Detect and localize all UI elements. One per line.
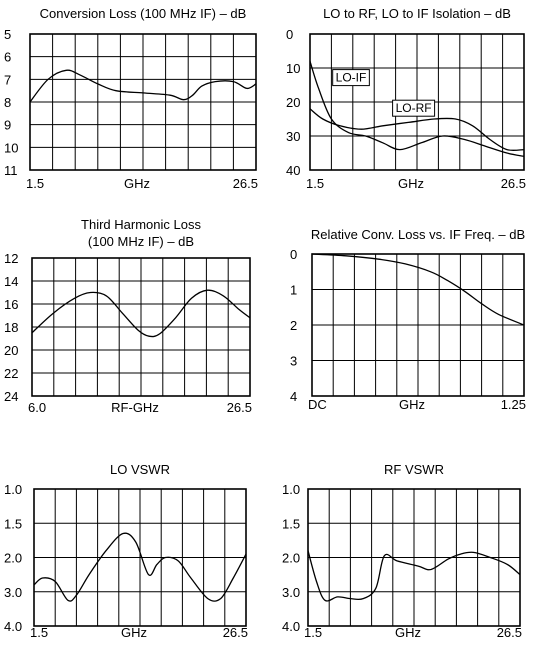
- y-tick-label: 3: [290, 354, 297, 369]
- annotation-label: LO-RF: [396, 101, 432, 115]
- x-axis-label: GHz: [395, 625, 421, 640]
- y-tick-label: 30: [286, 129, 300, 144]
- y-tick-label: 2: [290, 318, 297, 333]
- y-tick-label: 11: [4, 163, 18, 178]
- y-tick-label: 8: [4, 95, 11, 110]
- y-tick-label: 4: [290, 389, 297, 404]
- chart-title: Third Harmonic Loss: [81, 217, 201, 232]
- chart-conv_loss: Conversion Loss (100 MHz IF) – dB 5 6 7 8 9 10…: [4, 6, 258, 191]
- y-tick-label: 3.0: [282, 585, 300, 600]
- series-line-0: [307, 550, 521, 602]
- y-tick-label: 10: [286, 61, 300, 76]
- x-tick-label: 26.5: [223, 625, 248, 640]
- y-tick-label: 12: [4, 251, 18, 266]
- series-line-0: [33, 532, 247, 602]
- x-tick-label: DC: [308, 397, 327, 412]
- chart-lo_vswr: LO VSWR 1.0 1.5 2.0 3.0 4.0 1.5 26.5 GHz: [4, 462, 248, 640]
- chart-title: LO to RF, LO to IF Isolation – dB: [323, 6, 511, 21]
- annotation-box: [392, 99, 436, 117]
- y-tick-label: 2.0: [4, 551, 22, 566]
- x-tick-label: 26.5: [233, 176, 258, 191]
- chart-title: Conversion Loss (100 MHz IF) – dB: [40, 6, 247, 21]
- y-tick-label: 9: [4, 118, 11, 133]
- x-tick-label: 26.5: [497, 625, 522, 640]
- x-axis-label: RF-GHz: [111, 400, 159, 415]
- x-axis-label: GHz: [399, 397, 425, 412]
- y-tick-label: 10: [4, 140, 18, 155]
- chart-third_harm: Third Harmonic Loss (100 MHz IF) – dB 12 14…: [4, 217, 252, 415]
- y-tick-label: 1.0: [4, 482, 22, 497]
- y-tick-label: 1.5: [282, 516, 300, 531]
- y-tick-label: 20: [4, 343, 18, 358]
- x-tick-label: 1.5: [304, 625, 322, 640]
- x-axis-label: GHz: [121, 625, 147, 640]
- y-tick-label: 3.0: [4, 585, 22, 600]
- x-tick-label: 1.25: [501, 397, 526, 412]
- annotation-label: LO-IF: [336, 71, 367, 85]
- x-tick-label: 6.0: [28, 400, 46, 415]
- series-line-lo-if: [309, 61, 525, 158]
- x-axis-label: GHz: [398, 176, 424, 191]
- x-tick-label: 1.5: [306, 176, 324, 191]
- chart-title: RF VSWR: [384, 462, 444, 477]
- chart-title: LO VSWR: [110, 462, 170, 477]
- y-tick-label: 1.5: [4, 516, 22, 531]
- y-tick-label: 5: [4, 27, 11, 42]
- chart-title: (100 MHz IF) – dB: [88, 234, 194, 249]
- y-tick-label: 0: [286, 27, 293, 42]
- annotation-box: [332, 69, 370, 87]
- chart-title: Relative Conv. Loss vs. IF Freq. – dB: [311, 227, 525, 242]
- y-tick-label: 0: [290, 247, 297, 262]
- y-tick-label: 2.0: [282, 551, 300, 566]
- y-tick-label: 4.0: [282, 619, 300, 634]
- plot-frame: [307, 488, 521, 627]
- chart-isolation: LO to RF, LO to IF Isolation – dB 0 10 20 30…: [286, 6, 526, 191]
- y-tick-label: 16: [4, 297, 18, 312]
- y-tick-label: 24: [4, 389, 18, 404]
- x-tick-label: 26.5: [501, 176, 526, 191]
- x-tick-label: 1.5: [30, 625, 48, 640]
- series-line-0: [311, 253, 525, 326]
- plot-frame: [309, 33, 525, 171]
- plot-frame: [33, 488, 247, 627]
- y-tick-label: 18: [4, 320, 18, 335]
- y-tick-label: 4.0: [4, 619, 22, 634]
- series-line-0: [31, 289, 251, 338]
- series-line-lo-rf: [309, 108, 525, 151]
- series-line-0: [29, 69, 257, 103]
- y-tick-label: 6: [4, 50, 11, 65]
- y-tick-label: 1: [290, 283, 297, 298]
- y-tick-label: 14: [4, 274, 18, 289]
- y-tick-label: 40: [286, 163, 300, 178]
- x-tick-label: 1.5: [26, 176, 44, 191]
- x-axis-label: GHz: [124, 176, 150, 191]
- y-tick-label: 1.0: [282, 482, 300, 497]
- y-tick-label: 20: [286, 95, 300, 110]
- plot-frame: [31, 257, 251, 397]
- chart-rel_conv: Relative Conv. Loss vs. IF Freq. – dB 0 1 2…: [290, 227, 526, 412]
- y-tick-label: 22: [4, 366, 18, 381]
- y-tick-label: 7: [4, 72, 11, 87]
- chart-rf_vswr: RF VSWR 1.0 1.5 2.0 3.0 4.0 1.5 26.5 GHz: [282, 462, 522, 640]
- x-tick-label: 26.5: [227, 400, 252, 415]
